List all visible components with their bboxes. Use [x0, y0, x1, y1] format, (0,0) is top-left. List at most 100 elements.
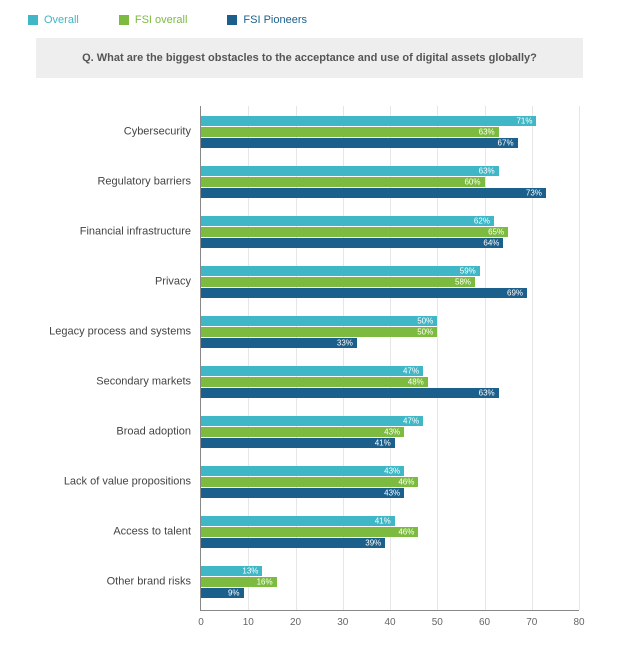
- bar: 47%: [201, 366, 423, 376]
- category-group: Regulatory barriers63%60%73%: [201, 166, 579, 198]
- category-group: Access to talent41%46%39%: [201, 516, 579, 548]
- legend-item: FSI overall: [119, 14, 188, 26]
- bar-value-label: 62%: [474, 217, 490, 226]
- category-label: Broad adoption: [31, 425, 201, 438]
- bar: 73%: [201, 188, 546, 198]
- bar: 43%: [201, 466, 404, 476]
- legend-item: FSI Pioneers: [227, 14, 307, 26]
- chart: 01020304050607080Cybersecurity71%63%67%R…: [20, 106, 599, 641]
- bar-value-label: 67%: [498, 139, 514, 148]
- x-tick-label: 60: [479, 617, 490, 628]
- legend-swatch: [227, 15, 237, 25]
- bar: 16%: [201, 577, 277, 587]
- bar-value-label: 50%: [417, 317, 433, 326]
- category-label: Lack of value propositions: [31, 475, 201, 488]
- bar: 48%: [201, 377, 428, 387]
- x-tick-label: 10: [243, 617, 254, 628]
- bar-value-label: 64%: [483, 239, 499, 248]
- bar: 50%: [201, 327, 437, 337]
- legend-label: Overall: [44, 14, 79, 26]
- bar-value-label: 47%: [403, 417, 419, 426]
- category-group: Broad adoption47%43%41%: [201, 416, 579, 448]
- category-group: Cybersecurity71%63%67%: [201, 116, 579, 148]
- bar-value-label: 50%: [417, 328, 433, 337]
- bar: 33%: [201, 338, 357, 348]
- category-label: Cybersecurity: [31, 125, 201, 138]
- category-label: Regulatory barriers: [31, 175, 201, 188]
- legend-swatch: [28, 15, 38, 25]
- legend-swatch: [119, 15, 129, 25]
- bar-value-label: 46%: [398, 478, 414, 487]
- bar: 64%: [201, 238, 503, 248]
- bar-value-label: 58%: [455, 278, 471, 287]
- category-label: Other brand risks: [31, 575, 201, 588]
- legend: Overall FSI overall FSI Pioneers: [20, 10, 599, 38]
- category-label: Access to talent: [31, 525, 201, 538]
- x-tick-label: 70: [526, 617, 537, 628]
- x-tick-label: 30: [337, 617, 348, 628]
- category-group: Financial infrastructure62%65%64%: [201, 216, 579, 248]
- bar-value-label: 73%: [526, 189, 542, 198]
- bar-value-label: 43%: [384, 428, 400, 437]
- bar-value-label: 48%: [408, 378, 424, 387]
- bar-value-label: 46%: [398, 528, 414, 537]
- category-group: Privacy59%58%69%: [201, 266, 579, 298]
- category-label: Privacy: [31, 275, 201, 288]
- bar-value-label: 65%: [488, 228, 504, 237]
- category-group: Lack of value propositions43%46%43%: [201, 466, 579, 498]
- bar-value-label: 59%: [460, 267, 476, 276]
- bar: 67%: [201, 138, 518, 148]
- bar-value-label: 33%: [337, 339, 353, 348]
- bar: 60%: [201, 177, 485, 187]
- bar-value-label: 43%: [384, 467, 400, 476]
- bar: 46%: [201, 477, 418, 487]
- plot-area: 01020304050607080Cybersecurity71%63%67%R…: [200, 106, 579, 611]
- bar-value-label: 69%: [507, 289, 523, 298]
- x-tick-label: 80: [573, 617, 584, 628]
- category-group: Other brand risks13%16%9%: [201, 566, 579, 598]
- legend-label: FSI Pioneers: [243, 14, 307, 26]
- bar-value-label: 47%: [403, 367, 419, 376]
- bar-value-label: 60%: [464, 178, 480, 187]
- x-tick-label: 40: [384, 617, 395, 628]
- category-label: Legacy process and systems: [31, 325, 201, 338]
- bar: 71%: [201, 116, 536, 126]
- bar-value-label: 16%: [257, 578, 273, 587]
- question-box: Q. What are the biggest obstacles to the…: [36, 38, 583, 78]
- bar: 41%: [201, 516, 395, 526]
- bar-value-label: 9%: [228, 589, 240, 598]
- bar-value-label: 41%: [375, 439, 391, 448]
- bar: 46%: [201, 527, 418, 537]
- bar: 13%: [201, 566, 262, 576]
- x-tick-label: 0: [198, 617, 204, 628]
- category-label: Secondary markets: [31, 375, 201, 388]
- bar: 50%: [201, 316, 437, 326]
- bar: 47%: [201, 416, 423, 426]
- bar: 63%: [201, 388, 499, 398]
- gridline: [579, 106, 580, 610]
- bar: 41%: [201, 438, 395, 448]
- bar: 9%: [201, 588, 244, 598]
- bar-value-label: 63%: [479, 167, 495, 176]
- bar: 43%: [201, 488, 404, 498]
- bar: 39%: [201, 538, 385, 548]
- question-text: Q. What are the biggest obstacles to the…: [82, 52, 537, 64]
- category-group: Legacy process and systems50%50%33%: [201, 316, 579, 348]
- bar: 62%: [201, 216, 494, 226]
- bar: 63%: [201, 127, 499, 137]
- bar: 63%: [201, 166, 499, 176]
- category-label: Financial infrastructure: [31, 225, 201, 238]
- bar-value-label: 63%: [479, 128, 495, 137]
- category-group: Secondary markets47%48%63%: [201, 366, 579, 398]
- bar: 65%: [201, 227, 508, 237]
- x-tick-label: 20: [290, 617, 301, 628]
- bar-value-label: 39%: [365, 539, 381, 548]
- bar-value-label: 71%: [516, 117, 532, 126]
- bar-value-label: 63%: [479, 389, 495, 398]
- x-tick-label: 50: [432, 617, 443, 628]
- bar: 59%: [201, 266, 480, 276]
- legend-item: Overall: [28, 14, 79, 26]
- bar-value-label: 43%: [384, 489, 400, 498]
- bar: 58%: [201, 277, 475, 287]
- legend-label: FSI overall: [135, 14, 188, 26]
